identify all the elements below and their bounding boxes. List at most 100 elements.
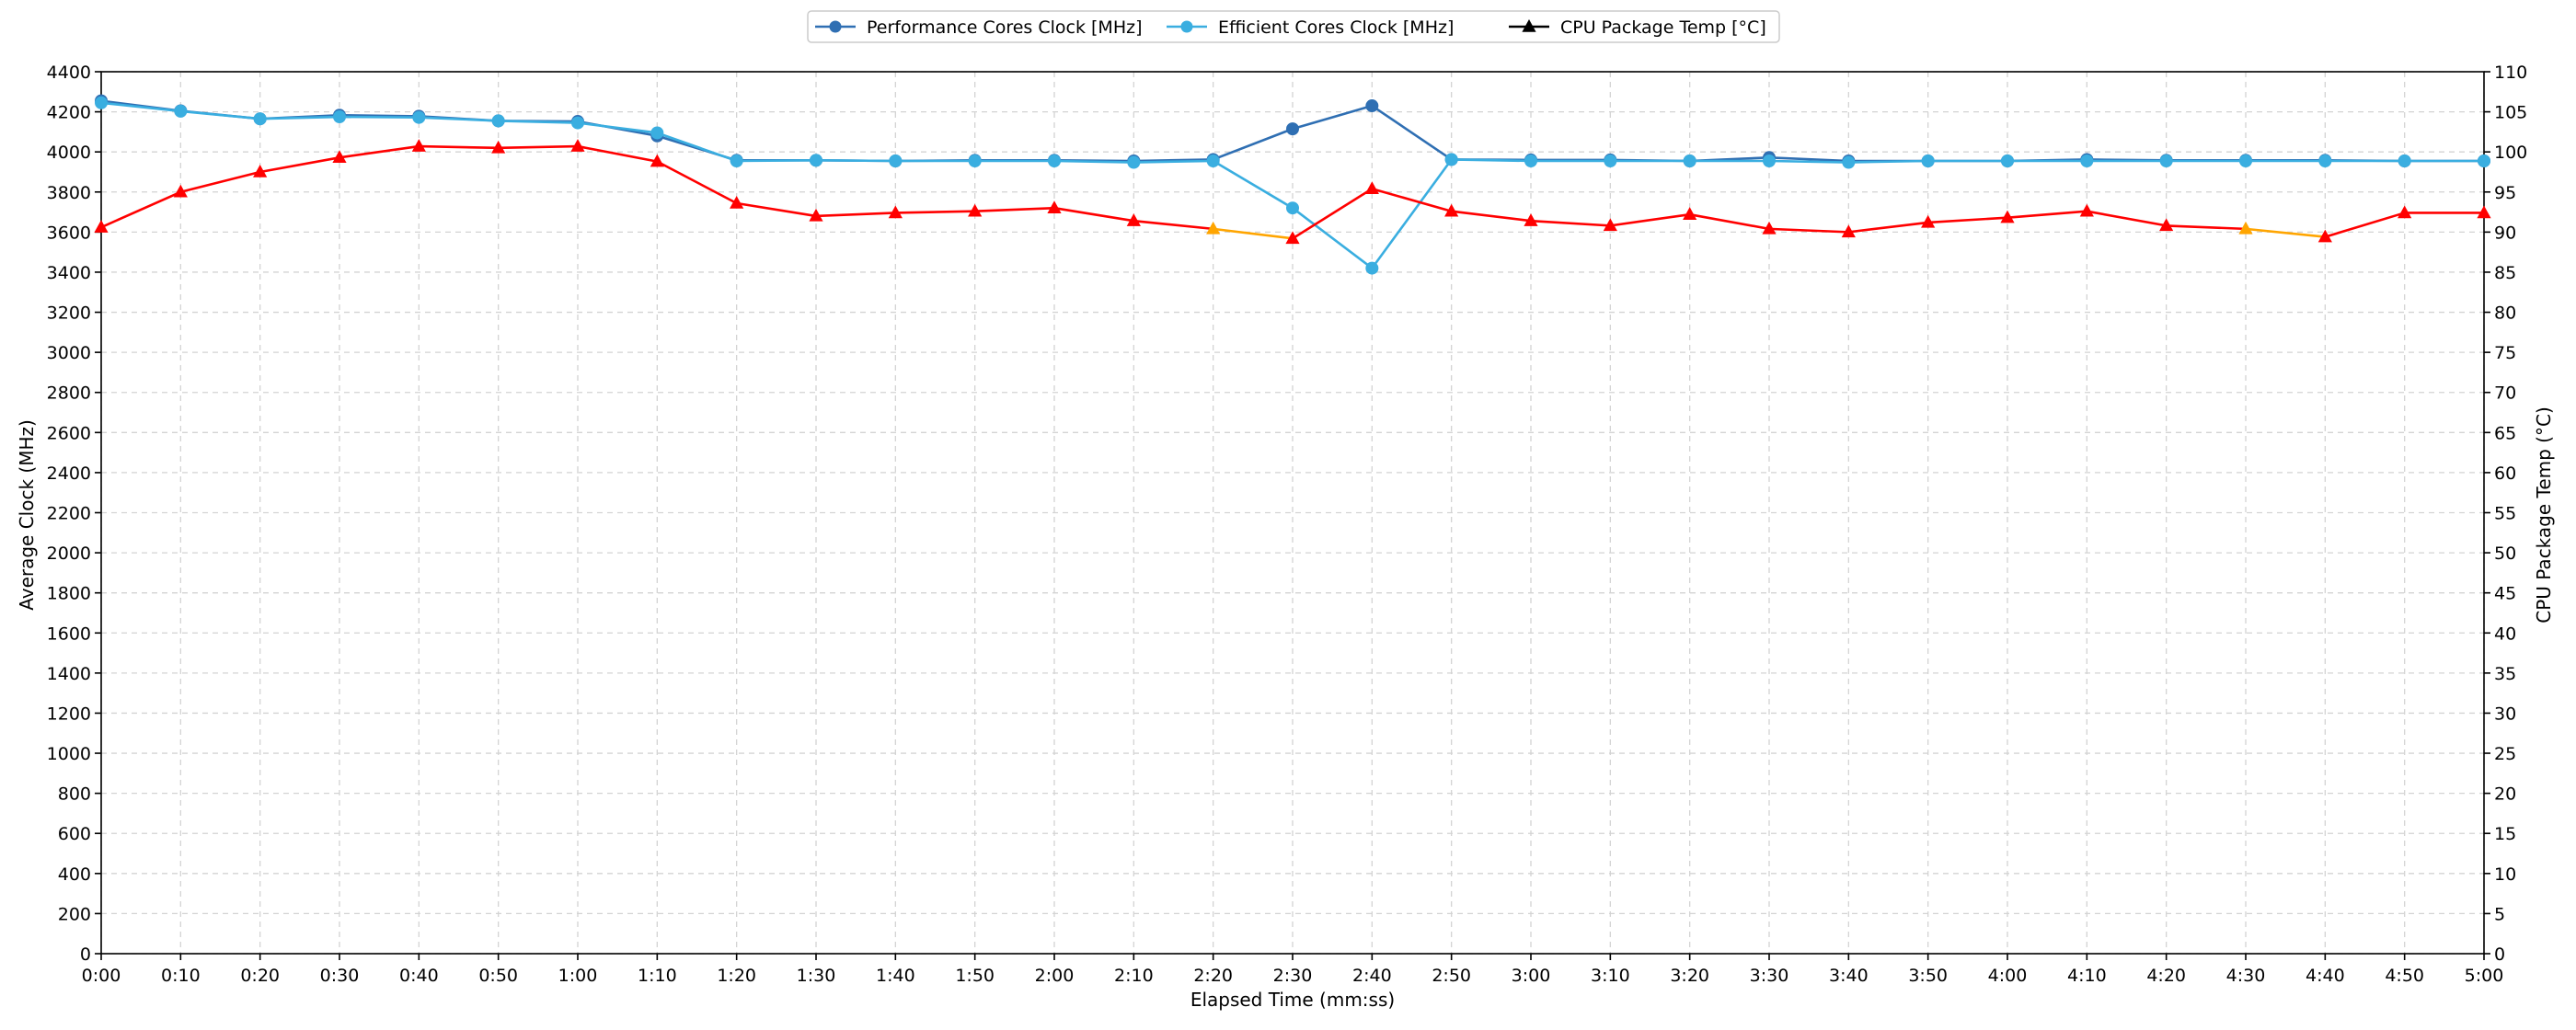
data-point-circle (2478, 154, 2490, 167)
series-line-segment (2006, 210, 2088, 219)
series-line-segment (814, 159, 897, 163)
x-tick-label: 1:10 (638, 966, 677, 986)
data-point-triangle (332, 150, 347, 164)
x-tick-label: 1:30 (797, 966, 836, 986)
y-right-tick-label: 80 (2494, 303, 2516, 324)
series-line-segment (1529, 219, 1612, 227)
y-right-tick-label: 45 (2494, 584, 2516, 604)
y-right-tick-label: 50 (2494, 544, 2516, 564)
series-line-segment (1133, 219, 1214, 231)
data-point-triangle (2000, 210, 2015, 223)
x-tick-label: 4:20 (2146, 966, 2186, 986)
series-line-segment (656, 160, 738, 205)
series-line-segment (576, 121, 659, 134)
y-right-tick-label: 105 (2494, 103, 2527, 123)
data-point-triangle (2317, 229, 2332, 243)
series-line-segment (1291, 187, 1374, 240)
series-line-segment (418, 144, 500, 150)
series-line-segment (1371, 158, 1453, 269)
data-point-circle (1365, 261, 1379, 275)
data-point-triangle (888, 205, 903, 219)
data-point-triangle (411, 139, 426, 152)
y-left-tick-label: 1000 (47, 744, 91, 764)
series-line-segment (1609, 212, 1691, 227)
data-point-circle (2001, 154, 2014, 167)
data-point-triangle (1762, 221, 1777, 235)
series-line-segment (1291, 104, 1374, 131)
x-tick-label: 1:00 (558, 966, 598, 986)
data-point-triangle (1444, 203, 1459, 217)
series-line-segment (259, 155, 341, 174)
y-right-tick-label: 110 (2494, 63, 2527, 83)
data-point-circle (1206, 154, 1220, 167)
x-tick-label: 1:50 (955, 966, 995, 986)
y-left-tick-label: 2600 (47, 423, 91, 443)
x-tick-label: 3:10 (1591, 966, 1630, 986)
x-tick-label: 2:40 (1352, 966, 1392, 986)
y-axis-left-label: Average Clock (MHz) (16, 419, 38, 611)
data-point-circle (333, 110, 346, 124)
x-tick-label: 3:50 (1908, 966, 1948, 986)
x-tick-label: 2:30 (1273, 966, 1313, 986)
series-line-segment (418, 116, 500, 122)
series-line-segment (2165, 224, 2248, 231)
data-point-circle (1127, 155, 1141, 169)
series-1 (95, 96, 2490, 275)
x-tick-label: 3:20 (1670, 966, 1709, 986)
data-point-circle (1763, 154, 1776, 167)
y-left-tick-label: 3000 (47, 343, 91, 363)
y-right-tick-label: 5 (2494, 904, 2505, 924)
series-line-segment (1767, 155, 1850, 163)
data-point-circle (491, 114, 505, 128)
data-point-circle (1524, 154, 1537, 167)
data-point-circle (174, 104, 188, 118)
y-right-tick-label: 75 (2494, 343, 2516, 363)
series-line-segment (99, 101, 182, 113)
y-right-tick-label: 35 (2494, 664, 2516, 684)
data-point-circle (1365, 99, 1379, 113)
series-line-segment (1688, 212, 1771, 231)
plot-series (94, 94, 2491, 275)
series-line-segment (1847, 221, 1929, 234)
series-line-segment (1212, 159, 1294, 210)
data-point-triangle (650, 154, 664, 167)
data-point-triangle (1047, 200, 1062, 213)
data-point-triangle (173, 184, 188, 198)
y-left-tick-label: 400 (58, 864, 91, 885)
y-left-tick-label: 2000 (47, 544, 91, 564)
series-line-segment (576, 144, 659, 163)
x-tick-label: 0:00 (82, 966, 121, 986)
series-line-segment (179, 170, 261, 194)
data-point-triangle (809, 208, 823, 222)
data-point-circle (1286, 122, 1299, 136)
data-point-triangle (1524, 213, 1538, 226)
y-right-tick-label: 100 (2494, 143, 2527, 163)
data-point-triangle (491, 140, 506, 154)
series-line-segment (338, 115, 420, 119)
data-point-circle (1604, 154, 1617, 167)
x-tick-label: 4:10 (2067, 966, 2107, 986)
data-point-triangle (1603, 218, 1617, 232)
x-tick-label: 3:00 (1512, 966, 1551, 986)
y-right-tick-label: 90 (2494, 223, 2516, 243)
y-right-tick-label: 0 (2494, 944, 2505, 965)
y-right-tick-label: 85 (2494, 263, 2516, 283)
series-line-segment (814, 212, 897, 218)
data-point-triangle (2238, 221, 2253, 235)
x-tick-label: 4:00 (1988, 966, 2028, 986)
series-line-segment (1133, 158, 1214, 163)
data-point-triangle (253, 164, 268, 177)
series-line-segment (735, 201, 818, 218)
x-tick-label: 2:10 (1114, 966, 1154, 986)
x-tick-label: 2:20 (1193, 966, 1233, 986)
data-point-circle (889, 154, 903, 167)
x-tick-label: 0:30 (320, 966, 360, 986)
series-line-segment (1847, 159, 1929, 164)
data-point-circle (2080, 154, 2094, 167)
data-point-circle (810, 154, 822, 167)
data-point-triangle (1285, 231, 1300, 245)
y-axis-right-label: CPU Package Temp (°C) (2533, 406, 2555, 624)
y-left-tick-label: 1200 (47, 704, 91, 724)
y-right-tick-label: 55 (2494, 504, 2516, 524)
data-point-triangle (1921, 214, 1936, 228)
